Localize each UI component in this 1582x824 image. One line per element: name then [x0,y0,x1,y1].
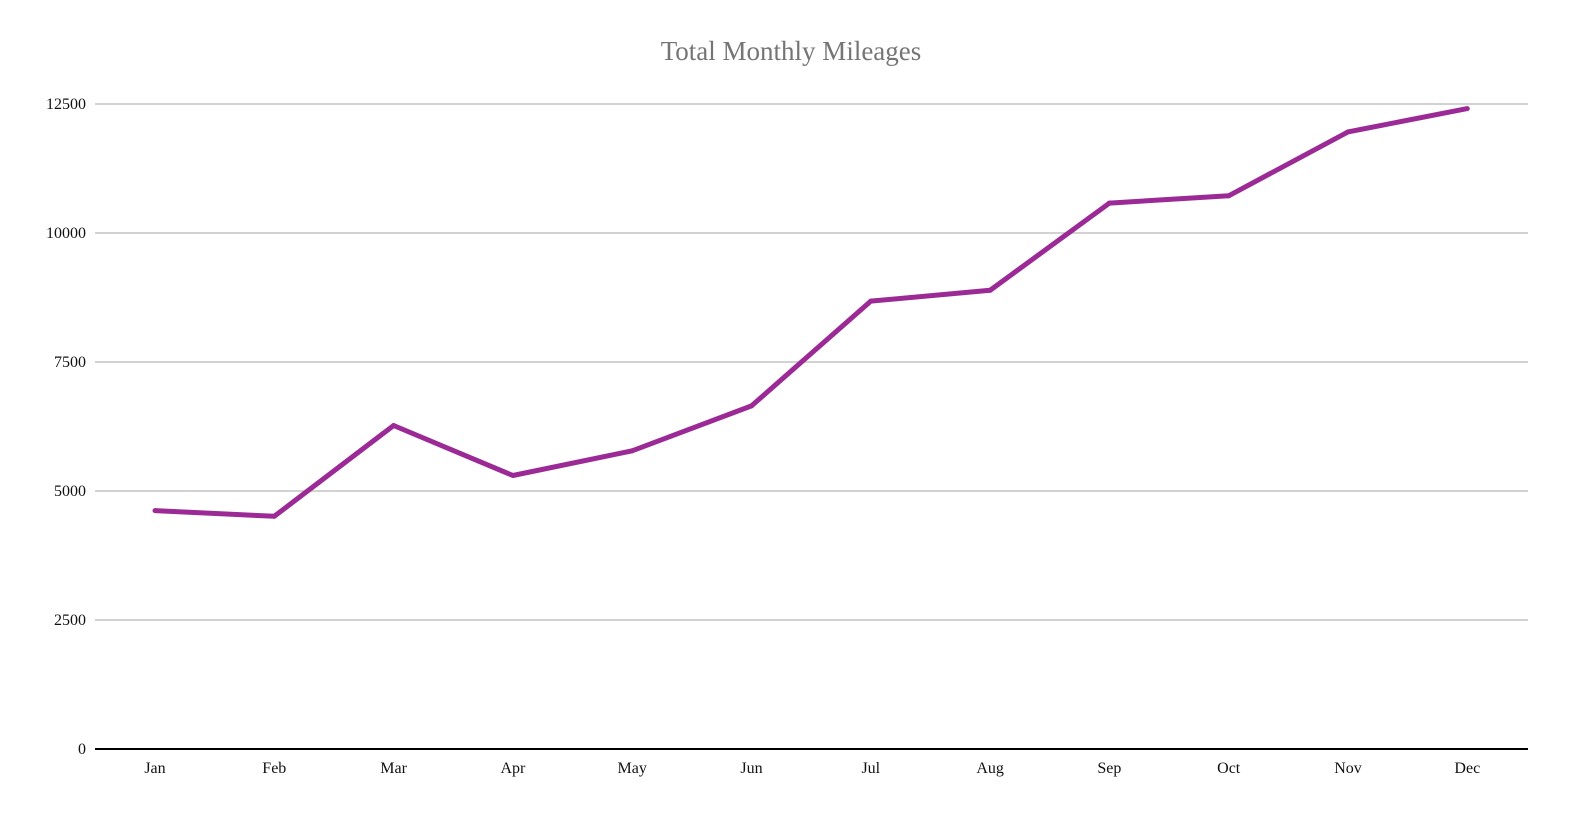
data-point [1106,200,1112,206]
y-tick-label: 2500 [54,612,86,629]
x-tick-label: May [618,760,647,777]
x-tick-label: Sep [1097,760,1121,777]
x-tick-label: Dec [1454,760,1480,777]
x-tick-label: Apr [500,760,526,777]
data-point [152,508,158,514]
data-point [1345,129,1351,135]
y-tick-label: 5000 [54,483,86,500]
x-tick-label: Jan [144,760,165,777]
x-tick-label: Jun [740,760,762,777]
data-point [271,513,277,519]
series-layer [152,106,1470,519]
data-point [1226,193,1232,199]
y-axis-tick-labels: 0 2500 5000 7500 10000 12500 [46,96,86,758]
x-axis-tick-labels: Jan Feb Mar Apr May Jun Jul Aug Sep Oct Nov Dec [144,760,1480,777]
data-point [510,473,516,479]
series-line [154,106,1468,519]
x-tick-label: Nov [1334,760,1362,777]
y-tick-label: 0 [78,741,86,758]
data-point [749,403,754,409]
y-tick-label: 10000 [46,225,86,242]
data-point [987,287,993,293]
gridlines [95,103,1528,621]
x-tick-label: Feb [262,760,286,777]
x-tick-label: Aug [976,760,1004,777]
x-tick-label: Oct [1217,760,1241,777]
data-point [391,422,397,428]
chart-title: Total Monthly Mileages [660,36,922,66]
data-point [868,298,874,304]
data-point [629,448,635,454]
x-tick-label: Mar [380,760,407,777]
x-tick-label: Jul [861,760,880,777]
y-tick-label: 7500 [54,354,86,371]
data-point [1464,106,1470,112]
y-tick-label: 12500 [46,96,86,113]
